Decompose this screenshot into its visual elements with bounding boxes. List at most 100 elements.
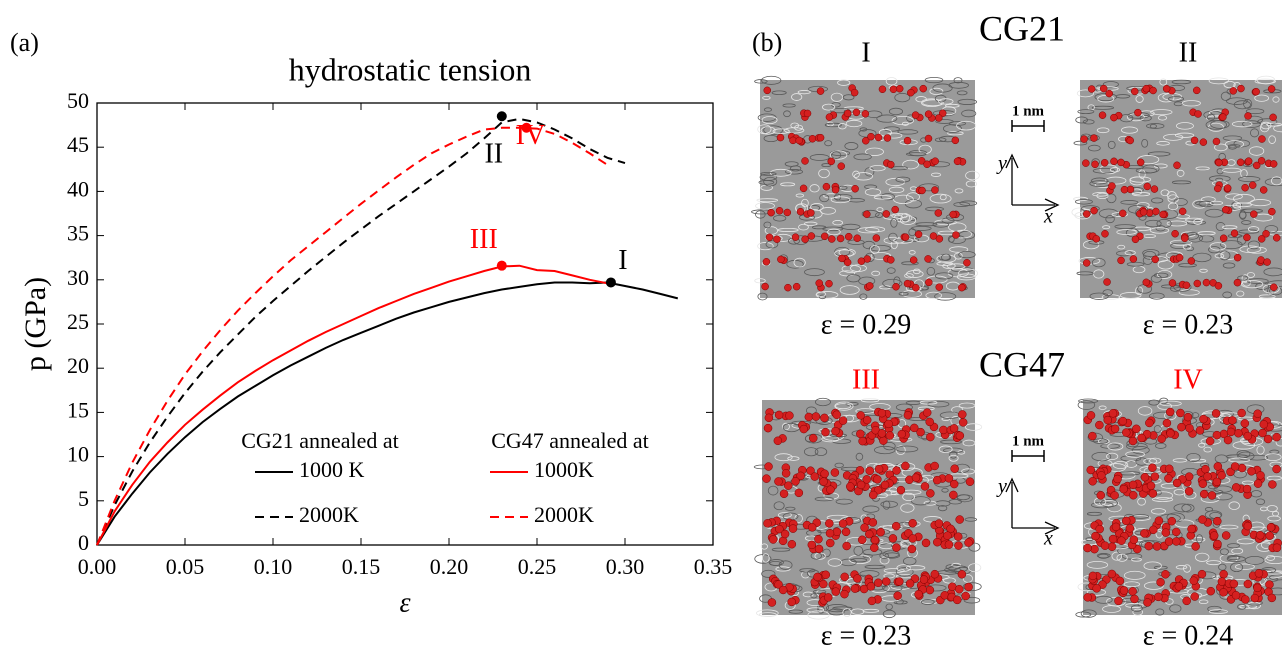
atom xyxy=(1247,467,1255,475)
atom xyxy=(1200,139,1207,146)
atom xyxy=(1234,279,1241,286)
atom xyxy=(1082,160,1089,167)
atom xyxy=(1151,186,1158,193)
atom xyxy=(879,86,886,93)
atom xyxy=(1249,182,1256,189)
atom xyxy=(796,137,803,144)
atom xyxy=(951,465,959,473)
atom xyxy=(1155,517,1163,525)
atom xyxy=(1203,473,1211,481)
atom xyxy=(1268,208,1275,215)
atom xyxy=(1110,158,1117,165)
atom xyxy=(963,259,970,266)
atom xyxy=(1179,208,1186,215)
atom xyxy=(793,283,800,290)
atom xyxy=(1191,593,1199,601)
atom xyxy=(854,235,861,242)
x-tick-label: 0.20 xyxy=(430,554,469,579)
atom xyxy=(1183,282,1190,289)
atom xyxy=(828,158,835,165)
atom xyxy=(1090,545,1098,553)
atom xyxy=(1152,256,1159,263)
atom xyxy=(1166,429,1174,437)
atom xyxy=(837,235,844,242)
atom xyxy=(776,207,783,214)
y-tick-label: 0 xyxy=(78,530,89,555)
atom xyxy=(867,582,875,590)
atom xyxy=(802,236,809,243)
legend-label: 2000K xyxy=(534,502,594,527)
atom xyxy=(962,592,970,600)
atom xyxy=(768,598,776,606)
atom xyxy=(933,476,941,484)
atom xyxy=(763,258,770,265)
atom xyxy=(885,420,893,428)
atom xyxy=(1143,598,1151,606)
atom xyxy=(1097,491,1105,499)
point xyxy=(497,261,507,271)
atom xyxy=(1241,595,1249,603)
atom xyxy=(1087,466,1095,474)
atom xyxy=(826,486,834,494)
atom xyxy=(874,579,882,587)
atom xyxy=(764,87,771,94)
atom xyxy=(1130,255,1137,262)
atom xyxy=(809,135,816,142)
atom xyxy=(1188,257,1195,264)
scale-text: 1 nm xyxy=(1012,433,1045,449)
atom xyxy=(896,85,903,92)
atom xyxy=(933,538,941,546)
strain-label: ε = 0.23 xyxy=(821,620,912,648)
atom xyxy=(1245,112,1252,119)
scale-text: 1 nm xyxy=(1012,103,1045,119)
atom xyxy=(926,418,934,426)
atom xyxy=(958,410,966,418)
atom xyxy=(1198,516,1206,524)
atom xyxy=(1145,542,1153,550)
atom xyxy=(953,596,961,604)
atom xyxy=(782,469,790,477)
atom xyxy=(1203,279,1210,286)
atom xyxy=(762,475,770,483)
atom xyxy=(1186,424,1194,432)
atom xyxy=(774,437,782,445)
atom xyxy=(1141,473,1149,481)
atom xyxy=(952,137,959,144)
atom xyxy=(853,109,860,116)
atom xyxy=(1132,236,1139,243)
x-tick-label: 0.10 xyxy=(254,554,293,579)
atom xyxy=(1120,586,1128,594)
atom xyxy=(939,426,947,434)
atom xyxy=(765,463,773,471)
atom xyxy=(1222,206,1229,213)
atom xyxy=(863,211,870,218)
atom xyxy=(780,490,788,498)
atom xyxy=(1143,85,1150,92)
atom xyxy=(958,570,966,578)
atom xyxy=(959,418,967,426)
atom xyxy=(831,469,839,477)
atom xyxy=(1153,542,1161,550)
atom xyxy=(1134,109,1141,116)
atom xyxy=(1251,594,1259,602)
atom xyxy=(1220,235,1227,242)
atom xyxy=(1158,435,1166,443)
axes-arrows xyxy=(1006,479,1058,534)
atom xyxy=(1175,582,1183,590)
figure: (a) hydrostatic tension ε p (GPa) (b) CG… xyxy=(0,0,1282,648)
axes-arrows xyxy=(1006,155,1058,211)
point xyxy=(497,111,507,121)
atom xyxy=(1268,480,1276,488)
atom xyxy=(1195,110,1202,117)
atom xyxy=(1208,491,1216,499)
atom xyxy=(867,133,874,140)
atom xyxy=(1207,587,1215,595)
atom xyxy=(1245,158,1252,165)
atom xyxy=(1214,185,1221,192)
atom xyxy=(1127,137,1134,144)
atom xyxy=(1087,411,1095,419)
atom xyxy=(1260,420,1268,428)
atom xyxy=(1164,474,1172,482)
atom xyxy=(1213,478,1221,486)
atom xyxy=(935,210,942,217)
